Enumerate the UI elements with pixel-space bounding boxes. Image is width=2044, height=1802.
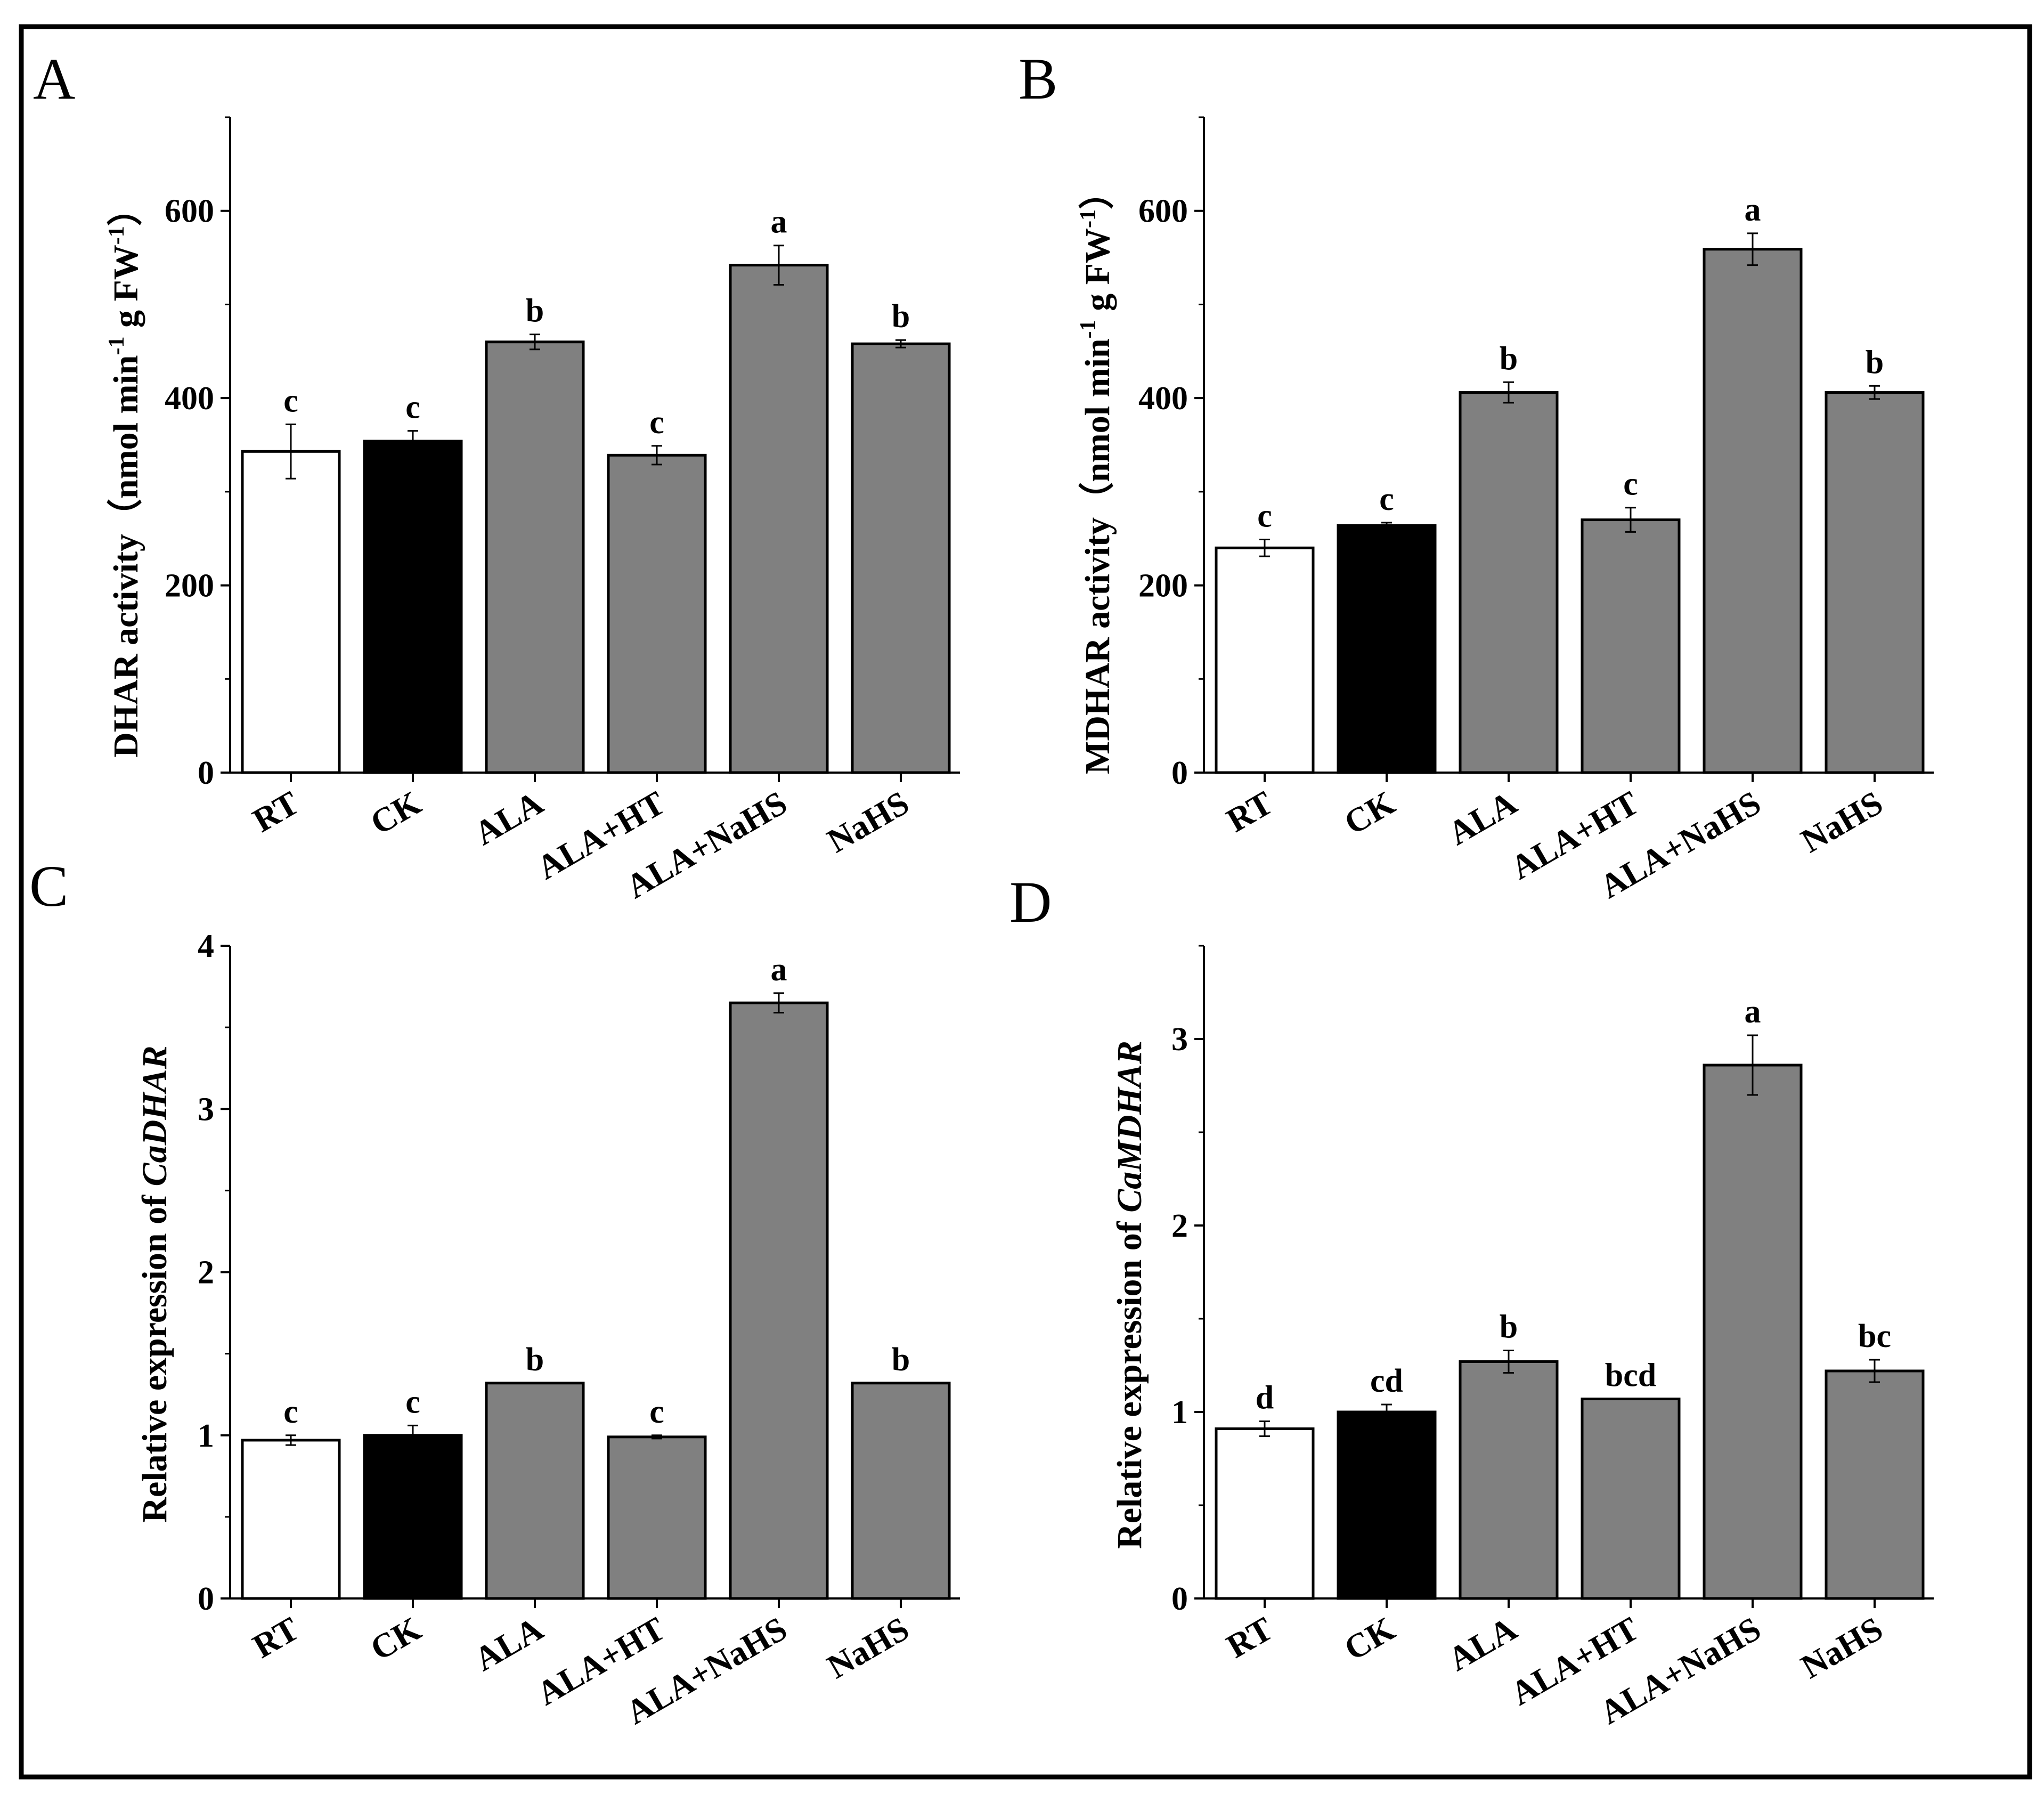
bar-rt (1215, 1427, 1315, 1600)
significance-label: b (1866, 344, 1884, 380)
bar-ala-ht (607, 453, 707, 774)
y-tick-label: 3 (1171, 1021, 1188, 1058)
panel-c-significance: c c b c a b (283, 952, 910, 1430)
panel-b-errorbars (1259, 232, 1880, 557)
panel-letter-a: A (33, 46, 75, 111)
significance-label: c (405, 1384, 420, 1420)
panel-b-bars (1215, 248, 1925, 774)
panel-a-bars (241, 264, 951, 774)
bar-rt (241, 1439, 341, 1600)
panel-d-bars (1215, 1064, 1925, 1600)
significance-label: c (1257, 498, 1272, 534)
panel-d-ylabel: Relative expression of CaMDHAR (1110, 1041, 1149, 1549)
significance-label: b (1500, 1309, 1518, 1345)
panel-a-significance: c c b c a b (283, 204, 910, 441)
significance-label: a (771, 204, 787, 240)
significance-label: bc (1858, 1318, 1891, 1354)
y-tick-label: 1 (198, 1418, 214, 1454)
bar-nahs (1825, 1369, 1925, 1600)
bar-ala-ht (1581, 1398, 1681, 1600)
y-tick-label: 2 (1171, 1208, 1188, 1244)
y-tick-label: 3 (198, 1091, 214, 1127)
figure-frame (19, 24, 2032, 1780)
panel-d-significance: d cd b bcd a bc (1256, 994, 1891, 1416)
bar-ala-nahs (729, 264, 829, 774)
significance-label: c (649, 1394, 664, 1430)
panel-letter-c: C (29, 854, 68, 919)
bar-ala-nahs (1703, 248, 1803, 774)
bar-ala-nahs (729, 1001, 829, 1600)
bar-ck (1337, 1410, 1437, 1600)
panel-c-yticks: 0 1 2 3 4 (198, 928, 230, 1617)
significance-label: cd (1370, 1363, 1403, 1399)
bar-nahs (851, 342, 951, 774)
panel-a-ylabel: DHAR activity（nmol min-1 g FW-1） (104, 191, 145, 758)
panel-b-axes (1203, 117, 1934, 782)
bar-ala (1459, 1360, 1559, 1600)
bar-ala (485, 340, 585, 774)
panel-a-yticks: 0 200 400 600 (165, 116, 230, 791)
significance-label: b (526, 1342, 544, 1378)
panel-d-axes (1203, 946, 1934, 1608)
y-tick-label: 200 (1138, 568, 1188, 604)
significance-label: c (1623, 466, 1638, 502)
panel-letter-b: B (1019, 46, 1057, 111)
significance-label: d (1256, 1380, 1274, 1416)
y-tick-label: 600 (165, 193, 214, 230)
y-tick-label: 0 (198, 755, 214, 791)
y-tick-label: 400 (1138, 380, 1188, 417)
bar-ck (363, 440, 463, 774)
bar-ala-ht (607, 1435, 707, 1600)
panel-d-errorbars (1259, 1034, 1880, 1437)
significance-label: a (1745, 192, 1761, 228)
significance-label: c (283, 1394, 298, 1430)
significance-label: b (892, 298, 910, 335)
bar-ck (363, 1434, 463, 1600)
y-tick-label: 400 (165, 380, 214, 417)
panel-c-errorbars (286, 992, 784, 1446)
bar-rt (241, 450, 341, 774)
y-tick-label: 1 (1171, 1394, 1188, 1431)
panel-b-significance: c c b c a b (1257, 192, 1884, 534)
significance-label: c (649, 404, 664, 441)
significance-label: b (526, 293, 544, 329)
y-tick-label: 200 (165, 568, 214, 604)
panel-letter-d: D (1009, 870, 1052, 935)
bar-ala-nahs (1703, 1064, 1803, 1600)
bar-ala-ht (1581, 518, 1681, 774)
y-tick-label: 2 (198, 1255, 214, 1291)
y-tick-label: 4 (198, 928, 214, 964)
bar-nahs (1825, 391, 1925, 774)
panel-b-yticks: 0 200 400 600 (1138, 116, 1204, 791)
significance-label: bcd (1605, 1358, 1656, 1394)
significance-label: c (283, 383, 298, 419)
bar-ala (1459, 391, 1559, 774)
y-tick-label: 0 (1171, 1581, 1188, 1617)
panel-a-errorbars (286, 245, 906, 480)
bar-nahs (851, 1382, 951, 1600)
y-tick-label: 600 (1138, 193, 1188, 230)
significance-label: a (771, 952, 787, 988)
panel-d-yticks: 0 1 2 3 (1171, 945, 1204, 1617)
panel-c-ylabel: Relative expression of CaDHAR (135, 1045, 174, 1522)
significance-label: c (1379, 481, 1394, 517)
significance-label: b (1500, 340, 1518, 377)
panel-a-axes (229, 117, 960, 782)
y-tick-label: 0 (198, 1581, 214, 1617)
significance-label: c (405, 389, 420, 426)
bar-ck (1337, 524, 1437, 774)
bar-rt (1215, 546, 1315, 774)
significance-label: b (892, 1342, 910, 1378)
bar-ala (485, 1382, 585, 1600)
significance-label: a (1745, 994, 1761, 1030)
panel-c-bars (241, 1001, 951, 1600)
panel-b-ylabel: MDHAR activity（nmol min-1 g FW-1） (1076, 174, 1117, 774)
y-tick-label: 0 (1171, 755, 1188, 791)
